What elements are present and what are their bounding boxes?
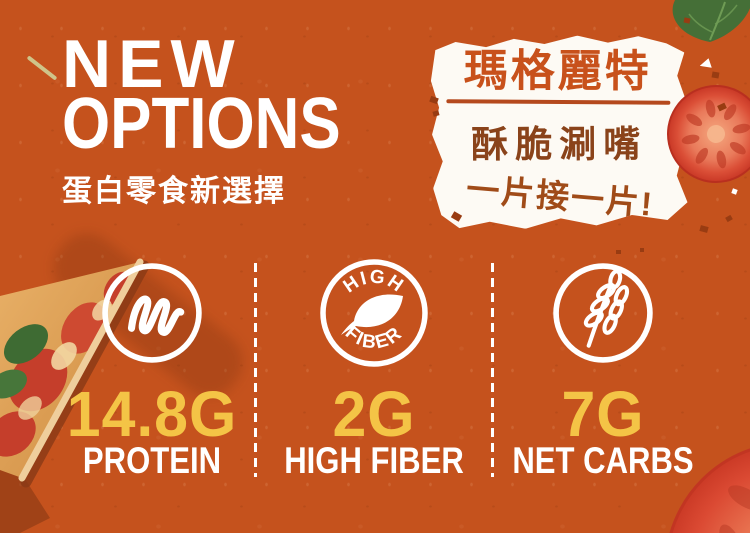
stat-value: 14.8G <box>66 378 238 450</box>
flavor-tagline-2: 一片接一片! <box>464 170 656 224</box>
basil-stem <box>26 55 58 81</box>
confetti-speck-white <box>700 56 715 69</box>
leaf-glyph <box>341 294 403 335</box>
stats-divider-2 <box>491 263 494 477</box>
confetti-speck <box>725 214 733 223</box>
tomato-half-top <box>667 85 750 183</box>
stat-label: PROTEIN <box>82 440 222 481</box>
tomato-half-bottom <box>669 448 750 533</box>
basil-leaf-on-pizza <box>0 324 49 399</box>
stat-label: HIGH FIBER <box>284 440 464 481</box>
headline-block: NEW OPTIONS 蛋白零食新選擇 <box>62 30 386 210</box>
headline-line2: OPTIONS <box>62 84 341 164</box>
stats-divider-1 <box>254 263 257 477</box>
stat-high-fiber: HIGH FIBER 2G HIGH FIBER <box>262 258 486 481</box>
stat-label: NET CARBS <box>512 440 694 481</box>
flavor-tagline-1: 酥脆涮嘴 <box>471 124 648 166</box>
stat-value: 7G <box>561 378 645 450</box>
confetti-speck <box>429 95 439 105</box>
flavor-title: 瑪格麗特 <box>463 46 652 97</box>
confetti-speck-white <box>731 188 738 195</box>
stat-value: 2G <box>332 378 416 450</box>
confetti-speck <box>683 17 691 24</box>
pizza-slice-photo <box>0 258 150 533</box>
confetti-speck <box>640 248 644 252</box>
stat-protein: 14.8G PROTEIN <box>40 262 264 481</box>
confetti-speck <box>616 250 621 254</box>
basil-leaf-top <box>672 0 750 42</box>
headline-subtitle: 蛋白零食新選擇 <box>62 175 286 208</box>
protein-scribble-icon <box>102 263 202 363</box>
high-fiber-leaf-badge-icon: HIGH FIBER <box>320 259 428 367</box>
confetti-speck <box>711 71 720 79</box>
wheat-ear-icon <box>553 263 653 363</box>
stat-net-carbs: 7G NET CARBS <box>491 262 715 481</box>
headline-line1: NEW <box>62 26 242 102</box>
confetti-speck <box>699 225 709 233</box>
paper-note: 瑪格麗特 酥脆涮嘴 一片接一片! <box>430 33 688 230</box>
paper-divider <box>447 100 671 106</box>
